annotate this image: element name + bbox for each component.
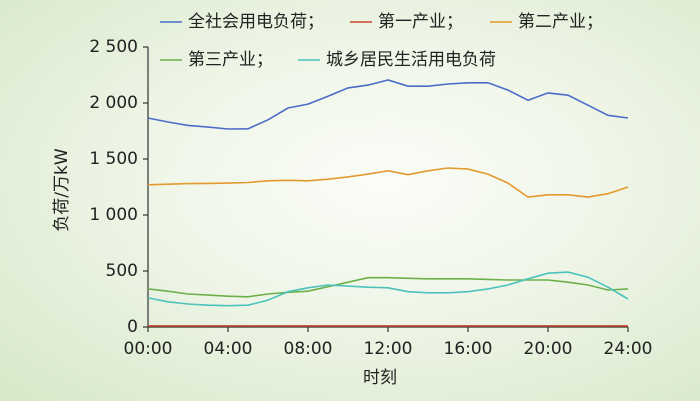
y-axis-title: 负荷/万kW — [52, 148, 72, 232]
y-tick-label: 0 — [127, 317, 138, 337]
x-axis-title: 时刻 — [363, 368, 397, 388]
series-line — [147, 271, 629, 307]
legend-label: 第一产业； — [378, 12, 463, 32]
y-tick-label: 2 000 — [89, 93, 138, 113]
x-tick-label: 00:00 — [124, 339, 173, 359]
y-tick-label: 500 — [106, 261, 138, 281]
x-tick-label: 24:00 — [604, 339, 653, 359]
series-line — [147, 79, 629, 130]
x-tick-label: 12:00 — [364, 339, 413, 359]
series-line — [147, 167, 629, 198]
legend-label: 城乡居民生活用电负荷 — [326, 50, 496, 70]
x-tick-label: 08:00 — [284, 339, 333, 359]
legend-label: 第三产业； — [188, 50, 273, 70]
x-tick-label: 20:00 — [524, 339, 573, 359]
y-tick-label: 1 500 — [89, 149, 138, 169]
y-tick-label: 2 500 — [89, 37, 138, 57]
x-tick-label: 04:00 — [204, 339, 253, 359]
x-tick-label: 16:00 — [444, 339, 493, 359]
y-tick-label: 1 000 — [89, 205, 138, 225]
legend-label: 第二产业； — [518, 12, 603, 32]
series-line — [147, 276, 629, 298]
legend-label: 全社会用电负荷； — [188, 12, 324, 32]
